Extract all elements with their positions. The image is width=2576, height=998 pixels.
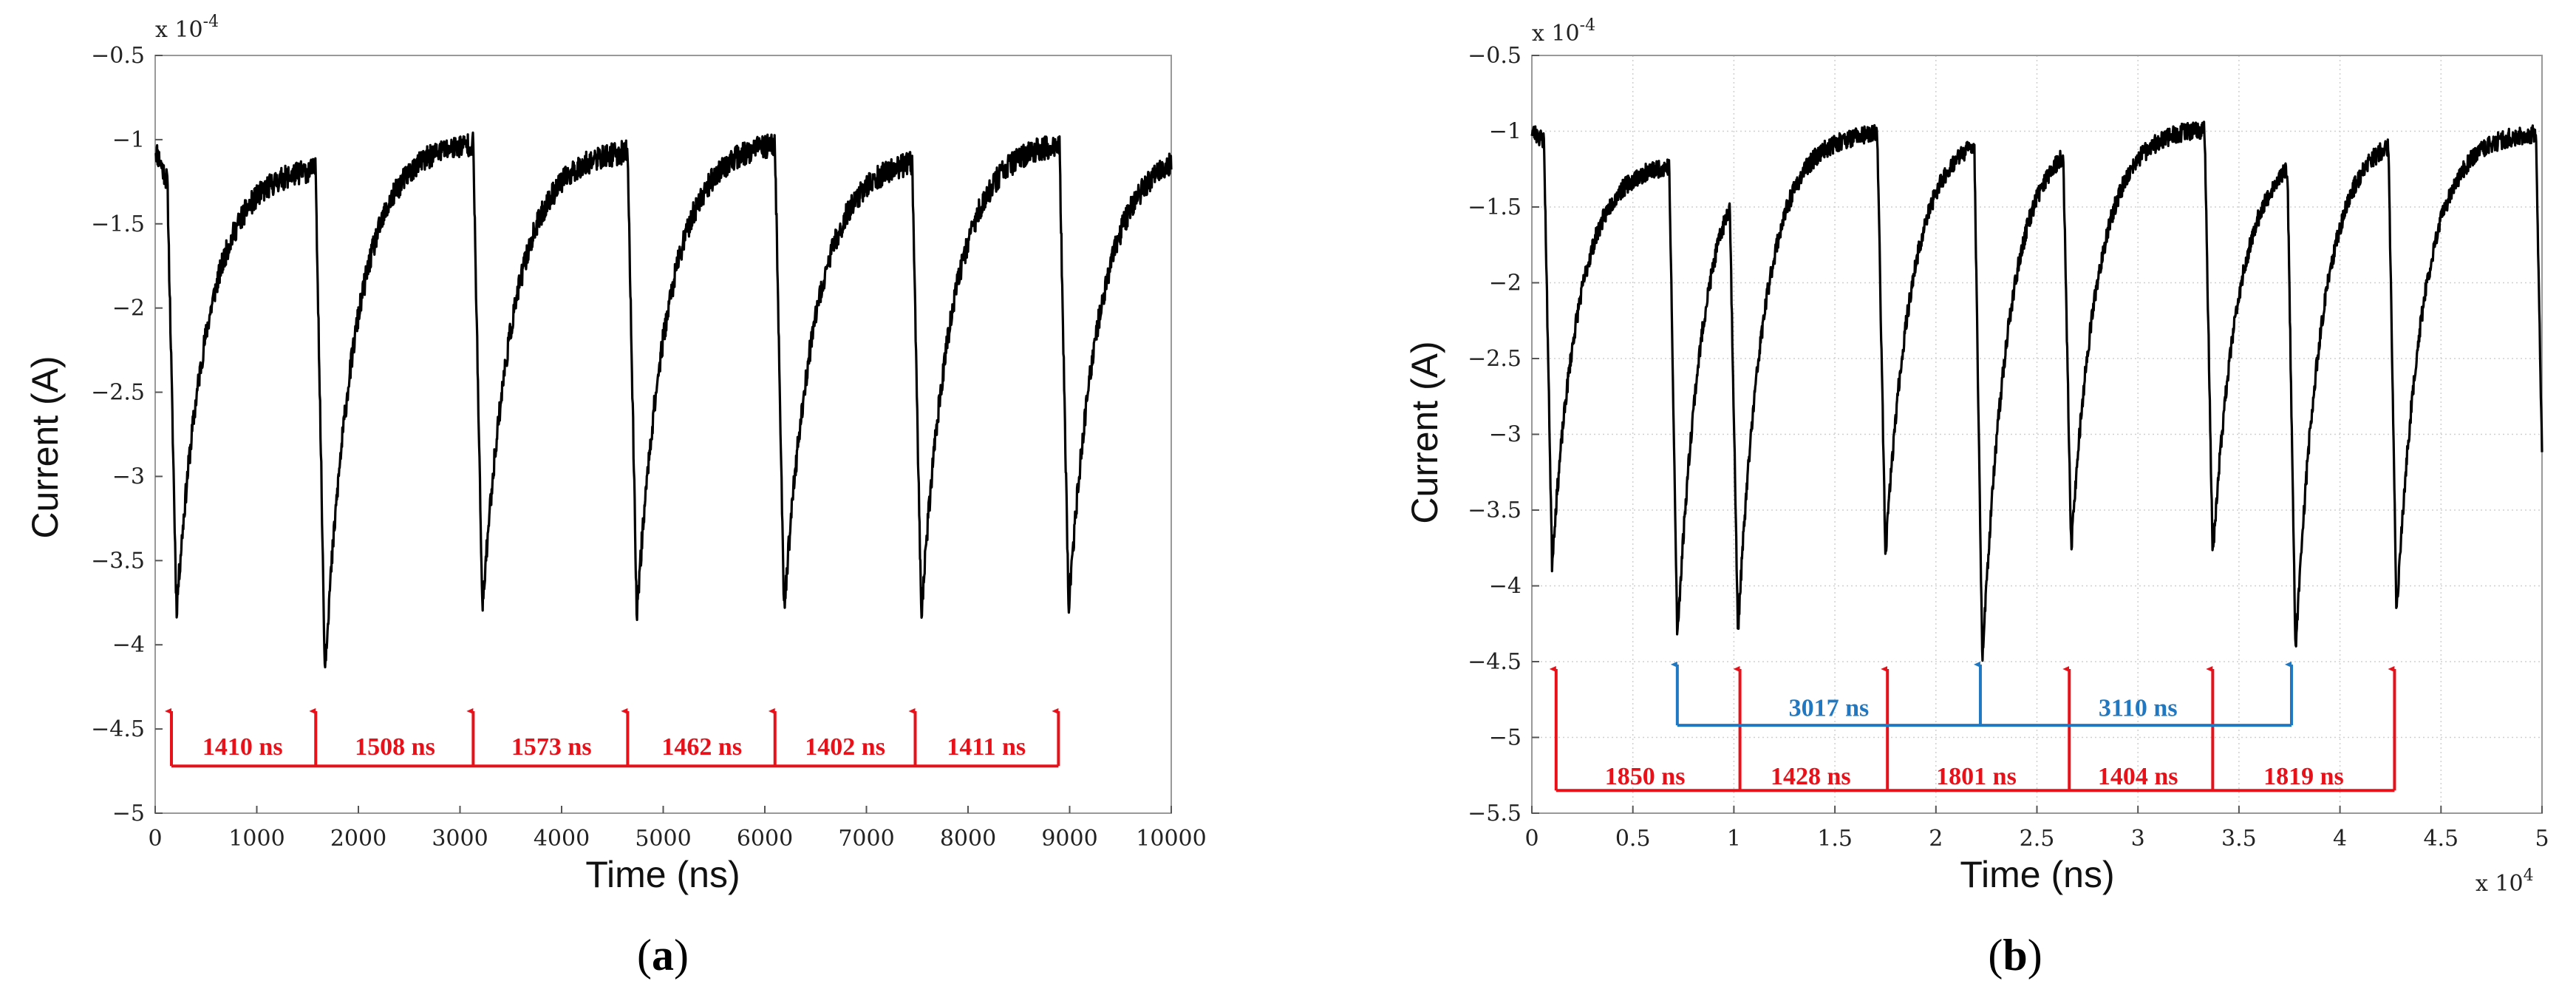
y-tick-label: −4.5 bbox=[91, 716, 145, 742]
x-axis-label-b: Time (ns) bbox=[1960, 854, 2114, 895]
x-tick-label: 3000 bbox=[432, 826, 488, 852]
x-tick-label: 10000 bbox=[1136, 826, 1206, 852]
y-tick-label: −2.5 bbox=[91, 380, 145, 406]
x-tick-label: 5000 bbox=[635, 826, 691, 852]
y-axis-label-a: Current (A) bbox=[24, 356, 66, 538]
panel-a: 0 1000 2000 3000 4000 5000 6000 7000 8000 9000 100… bbox=[24, 13, 1207, 980]
interval-label: 3110 ns bbox=[2099, 695, 2178, 722]
x-multiplier-b: x 104 bbox=[2476, 866, 2534, 897]
y-tick-label: −3 bbox=[112, 464, 145, 489]
x-tick-label: 9000 bbox=[1041, 826, 1097, 852]
x-axis-label-a: Time (ns) bbox=[585, 854, 740, 895]
y-tick-label: −1 bbox=[1489, 119, 1522, 145]
x-tick-label: 3 bbox=[2131, 826, 2145, 852]
caption-letter-a: a bbox=[652, 931, 674, 980]
x-tick-label: 1.5 bbox=[1817, 826, 1853, 852]
x-tick-label: 1000 bbox=[228, 826, 284, 852]
y-tick-label: −4 bbox=[112, 632, 145, 658]
y-tick-label: −2 bbox=[112, 296, 145, 322]
y-tick-label: −2.5 bbox=[1468, 346, 1522, 372]
interval-label: 3017 ns bbox=[1789, 695, 1870, 722]
interval-label: 1428 ns bbox=[1771, 763, 1851, 790]
x-tick-label: 5 bbox=[2535, 826, 2549, 852]
y-axis-label-b: Current (A) bbox=[1404, 341, 1445, 523]
x-tick-label: 2000 bbox=[330, 826, 386, 852]
y-tick-label: −3.5 bbox=[1468, 498, 1522, 523]
y-ticks-b: −0.5 −1 −1.5 −2 −2.5 −3 −3.5 −4 −4.5 −5 −5.5 bbox=[1468, 43, 1539, 826]
caption-close-a: ) bbox=[674, 931, 689, 980]
y-multiplier-exp-a: -4 bbox=[203, 13, 219, 31]
x-tick-label: 0 bbox=[148, 826, 162, 852]
y-multiplier-a: x 10-4 bbox=[155, 13, 219, 43]
y-tick-label: −0.5 bbox=[91, 43, 145, 69]
current-trace-a bbox=[154, 131, 1173, 669]
y-multiplier-base-b: x 10 bbox=[1532, 21, 1580, 47]
y-multiplier-b: x 10-4 bbox=[1532, 16, 1595, 47]
interval-label: 1404 ns bbox=[2098, 763, 2178, 790]
x-tick-label: 6000 bbox=[737, 826, 793, 852]
y-multiplier-base-a: x 10 bbox=[155, 17, 203, 43]
x-multiplier-base-b: x 10 bbox=[2476, 871, 2524, 897]
caption-open-a: ( bbox=[637, 931, 652, 980]
x-tick-label: 0 bbox=[1524, 826, 1539, 852]
interval-annotations-b: 1850 ns 1428 ns 1801 ns 1404 ns 1819 ns 3017 … bbox=[1549, 661, 2396, 792]
x-tick-label: 2.5 bbox=[2020, 826, 2055, 852]
y-tick-label: −1.5 bbox=[1468, 194, 1522, 220]
interval-label: 1462 ns bbox=[661, 733, 742, 761]
caption-close-b: ) bbox=[2028, 931, 2042, 980]
y-multiplier-exp-b: -4 bbox=[1580, 16, 1595, 35]
x-tick-label: 8000 bbox=[940, 826, 996, 852]
x-tick-label: 2 bbox=[1929, 826, 1943, 852]
current-trace-b bbox=[1530, 120, 2543, 662]
grid-b bbox=[1531, 55, 2543, 814]
x-tick-label: 4000 bbox=[534, 826, 590, 852]
y-tick-label: −4 bbox=[1489, 574, 1522, 600]
x-tick-label: 4.5 bbox=[2423, 826, 2459, 852]
interval-label: 1508 ns bbox=[355, 733, 435, 761]
y-tick-label: −3.5 bbox=[91, 548, 145, 574]
y-tick-label: −4.5 bbox=[1468, 649, 1522, 675]
y-tick-label: −0.5 bbox=[1468, 43, 1522, 69]
interval-label: 1411 ns bbox=[947, 733, 1026, 761]
y-tick-label: −3 bbox=[1489, 422, 1522, 448]
y-tick-label: −1 bbox=[112, 127, 145, 153]
x-tick-label: 4 bbox=[2333, 826, 2347, 852]
x-ticks-a: 0 1000 2000 3000 4000 5000 6000 7000 8000 9000 100… bbox=[148, 806, 1207, 852]
caption-b: (b) bbox=[1988, 931, 2042, 980]
caption-a: (a) bbox=[637, 931, 689, 980]
y-tick-label: −2 bbox=[1489, 271, 1522, 296]
x-tick-label: 1 bbox=[1727, 826, 1741, 852]
panel-b: 0 0.5 1 1.5 2 2.5 3 3.5 4 4.5 5 −0.5 −1 −1.5 −2 −2.5 −3… bbox=[1404, 16, 2549, 980]
y-tick-label: −5 bbox=[1489, 725, 1522, 751]
x-multiplier-exp-b: 4 bbox=[2524, 866, 2534, 885]
interval-label: 1410 ns bbox=[202, 733, 283, 761]
y-tick-label: −5.5 bbox=[1468, 801, 1522, 826]
x-tick-label: 7000 bbox=[838, 826, 894, 852]
y-tick-label: −1.5 bbox=[91, 211, 145, 237]
interval-label: 1801 ns bbox=[1936, 763, 2017, 790]
x-tick-label: 3.5 bbox=[2221, 826, 2257, 852]
interval-annotations-a: 1410 ns 1508 ns 1573 ns 1462 ns 1402 ns 1411 … bbox=[165, 707, 1060, 768]
interval-label: 1573 ns bbox=[511, 733, 592, 761]
caption-open-b: ( bbox=[1988, 931, 2003, 980]
interval-label: 1402 ns bbox=[805, 733, 885, 761]
y-tick-label: −5 bbox=[112, 801, 145, 826]
x-tick-label: 0.5 bbox=[1615, 826, 1651, 852]
y-ticks-a: −0.5 −1 −1.5 −2 −2.5 −3 −3.5 −4 −4.5 −5 bbox=[91, 43, 163, 826]
x-ticks-b: 0 0.5 1 1.5 2 2.5 3 3.5 4 4.5 5 bbox=[1524, 806, 2549, 852]
caption-letter-b: b bbox=[2003, 931, 2027, 980]
interval-label: 1819 ns bbox=[2263, 763, 2344, 790]
interval-label: 1850 ns bbox=[1605, 763, 1686, 790]
